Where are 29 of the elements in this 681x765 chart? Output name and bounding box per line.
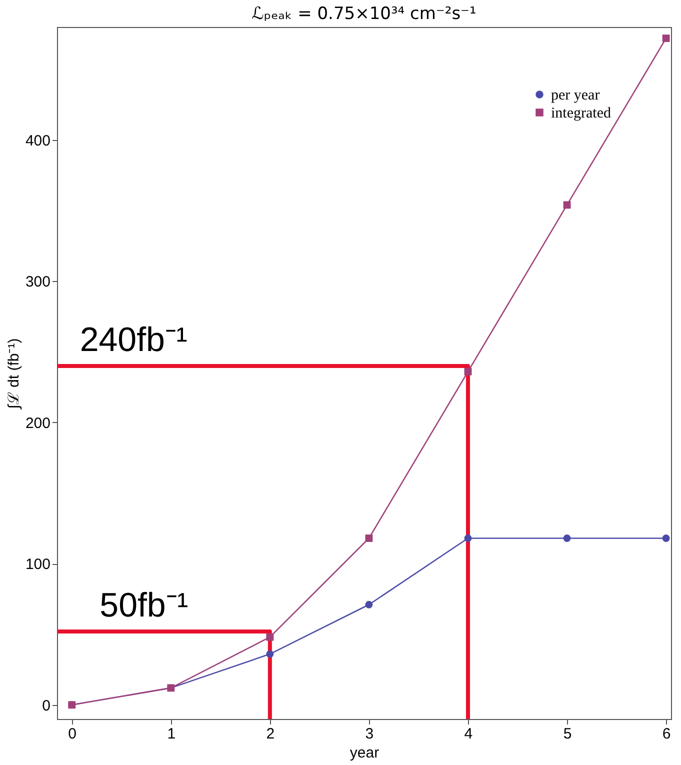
x-tick-label: 1	[167, 726, 176, 742]
x-tick-label: 5	[563, 726, 572, 742]
y-axis-title: ∫ℒ dt (fb⁻¹)	[5, 338, 22, 410]
y-tick-label: 200	[25, 414, 50, 432]
annotation: 240fb⁻¹	[80, 320, 188, 359]
x-tick-label: 4	[464, 726, 473, 742]
point	[662, 34, 670, 42]
legend-label: per year	[551, 88, 600, 104]
legend-label: integrated	[551, 106, 612, 122]
point	[563, 201, 571, 209]
y-tick-label: 300	[25, 274, 50, 291]
point	[563, 534, 571, 542]
x-tick-label: 2	[266, 726, 275, 742]
chart-title: ℒₚₑₐₖ = 0.75×10³⁴ cm⁻²s⁻¹	[252, 4, 476, 24]
point	[662, 534, 670, 542]
point	[266, 633, 274, 641]
point	[365, 534, 373, 542]
point	[464, 534, 472, 542]
annotation: 50fb⁻¹	[100, 586, 188, 624]
point	[464, 368, 472, 376]
y-tick-label: 100	[25, 556, 50, 574]
y-tick-label: 0	[42, 697, 50, 714]
x-tick-label: 0	[68, 726, 77, 742]
x-tick-label: 6	[662, 726, 671, 742]
x-tick-label: 3	[365, 726, 374, 742]
y-tick-label: 400	[25, 132, 50, 150]
point	[365, 600, 373, 608]
x-axis-title: year	[350, 744, 380, 762]
point	[266, 650, 274, 658]
